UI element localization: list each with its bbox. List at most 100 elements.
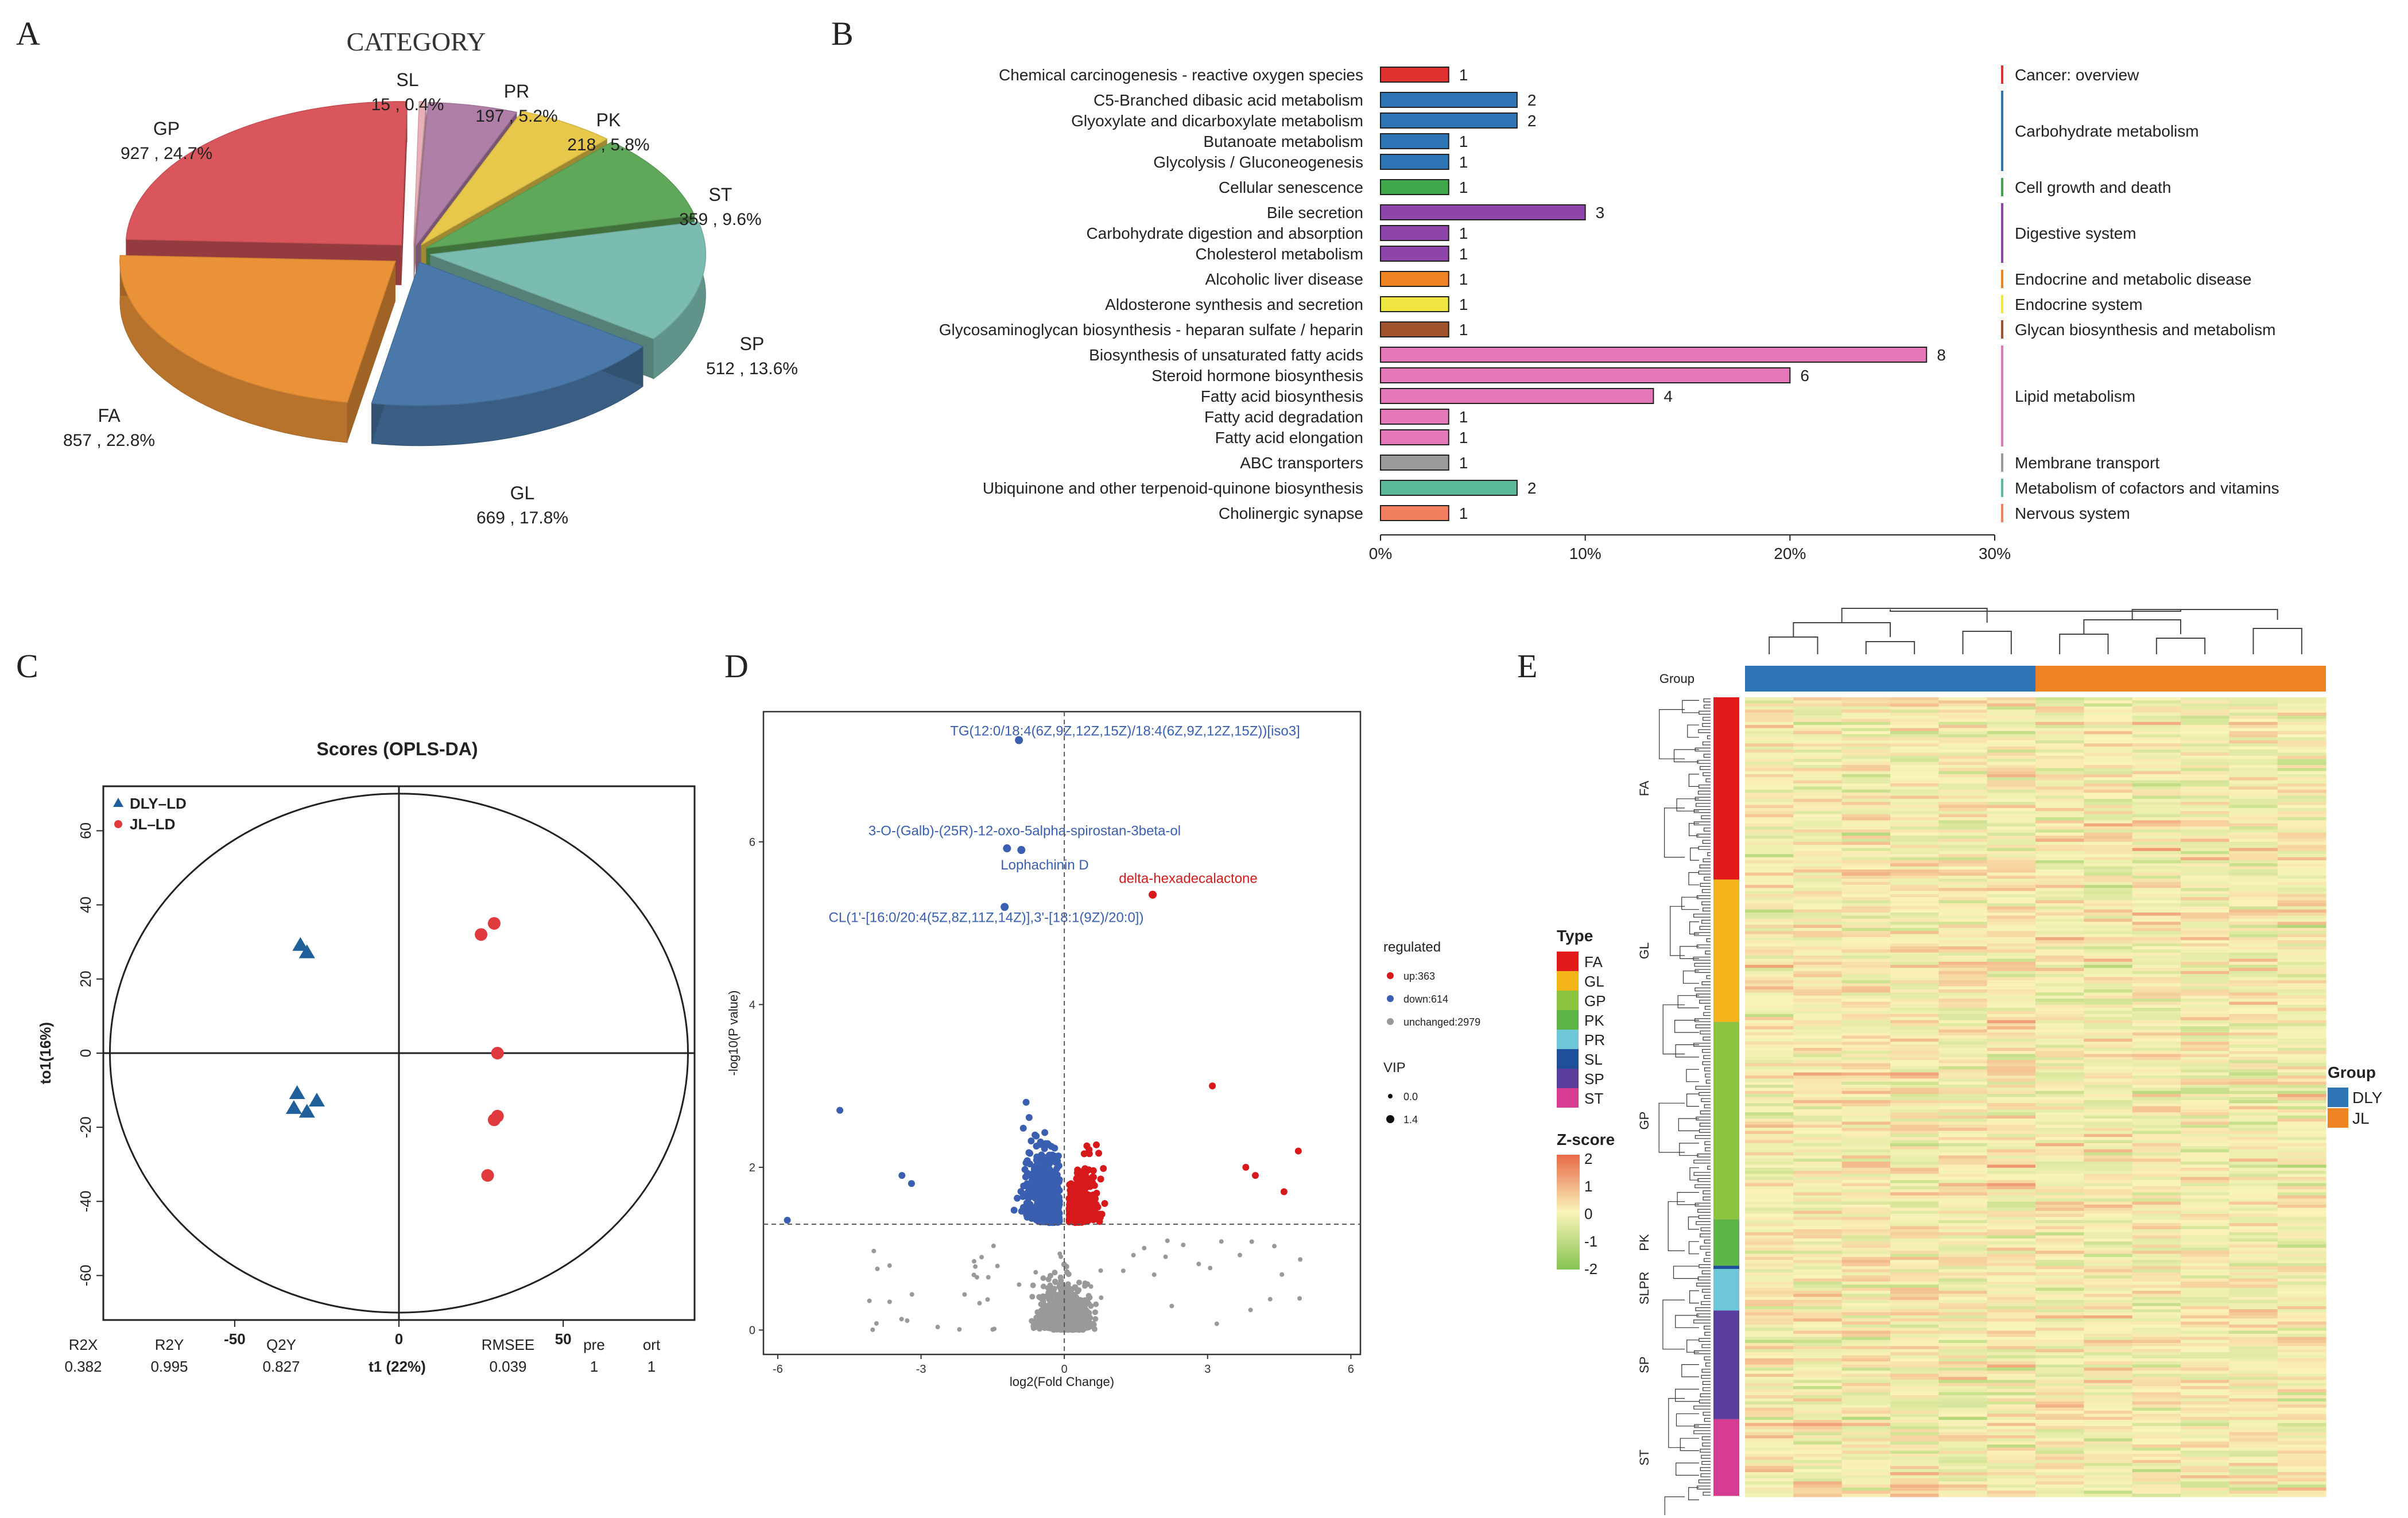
heatmap-cell <box>2278 1411 2326 1414</box>
vip-legend-label: 0.0 <box>1403 1091 1418 1102</box>
heatmap-cell <box>1938 1211 1987 1214</box>
heatmap-cell <box>2278 1150 2326 1153</box>
heatmap-cell <box>1938 1432 1987 1435</box>
pie-value-sl: 15 , 0.4% <box>371 95 444 114</box>
heatmap-cell <box>1793 1254 1842 1257</box>
heatmap-cell <box>2084 1097 2132 1101</box>
heatmap-cell <box>1842 1214 1891 1217</box>
heatmap-cell <box>1890 934 1939 938</box>
heatmap-cell <box>1745 922 1794 925</box>
heatmap-cell <box>1890 1180 1939 1183</box>
heatmap-cell <box>1890 1220 1939 1224</box>
heatmap-cell <box>2132 1193 2181 1196</box>
heatmap-cell <box>1745 1131 1794 1134</box>
heatmap-cell <box>1793 716 1842 719</box>
heatmap-cell <box>2278 996 2326 999</box>
heatmap-cell <box>1793 1005 1842 1008</box>
volcano-point-down <box>1053 1174 1060 1181</box>
heatmap-cell <box>1938 829 1987 833</box>
heatmap-cell <box>1890 1162 1939 1165</box>
heatmap-cell <box>2229 1404 2278 1408</box>
heatmap-cell <box>2084 1371 2132 1374</box>
heatmap-cell <box>2035 1408 2084 1411</box>
pathway-count: 1 <box>1459 429 1468 447</box>
heatmap-cell <box>2229 1226 2278 1230</box>
heatmap-cell <box>2278 1008 2326 1011</box>
heatmap-cell <box>1842 1435 1891 1439</box>
heatmap-cell <box>2132 1017 2181 1020</box>
heatmap-cell <box>1745 1291 1794 1294</box>
heatmap-cell <box>2229 1217 2278 1220</box>
heatmap-cell <box>2229 940 2278 944</box>
heatmap-cell <box>2278 1331 2326 1334</box>
heatmap-cell <box>1987 1358 2036 1362</box>
heatmap-cell <box>1793 1208 1842 1211</box>
heatmap-cell <box>1745 1334 1794 1337</box>
heatmap-cell <box>1987 1162 2036 1165</box>
heatmap-cell <box>2181 1128 2229 1131</box>
heatmap-cell <box>2132 704 2181 707</box>
heatmap-cell <box>1745 1134 1794 1137</box>
heatmap-cell <box>2229 1063 2278 1067</box>
heatmap-cell <box>1890 820 1939 824</box>
heatmap-cell <box>1793 1076 1842 1079</box>
heatmap-cell <box>2278 728 2326 732</box>
heatmap-cell <box>2181 857 2229 861</box>
heatmap-cell <box>1745 1236 1794 1239</box>
heatmap-cell <box>2132 1039 2181 1042</box>
heatmap-cell <box>1842 885 1891 888</box>
heatmap-cell <box>2278 1361 2326 1365</box>
heatmap-cell <box>1745 1189 1794 1193</box>
heatmap-cell <box>2181 906 2229 910</box>
heatmap-cell <box>1745 1377 1794 1380</box>
heatmap-cell <box>1987 980 2036 984</box>
heatmap-cell <box>1987 1097 2036 1101</box>
heatmap-cell <box>1745 1020 1794 1024</box>
heatmap-cell <box>1987 903 2036 907</box>
heatmap-cell <box>1987 934 2036 938</box>
heatmap-cell <box>1745 1208 1794 1211</box>
heatmap-cell <box>2132 1085 2181 1088</box>
heatmap-cell <box>2229 820 2278 824</box>
heatmap-cell <box>2084 1008 2132 1011</box>
heatmap-cell <box>1938 1420 1987 1423</box>
heatmap-cell <box>1890 1140 1939 1144</box>
heatmap-cell <box>1890 795 1939 799</box>
heatmap-cell <box>2181 1361 2229 1365</box>
volcano-xlabel: log2(Fold Change) <box>1010 1375 1114 1389</box>
heatmap-cell <box>1987 817 2036 821</box>
pie-value-st: 359 , 9.6% <box>679 210 761 229</box>
heatmap-cell <box>2229 1162 2278 1165</box>
heatmap-cell <box>1745 1103 1794 1107</box>
heatmap-cell <box>2278 894 2326 898</box>
volcano-point-unchanged <box>1152 1272 1157 1277</box>
heatmap-cell <box>1987 777 2036 781</box>
heatmap-cell <box>1793 1060 1842 1063</box>
heatmap-cell <box>2278 980 2326 984</box>
heatmap-cell <box>2084 863 2132 867</box>
heatmap-cell <box>2278 1417 2326 1420</box>
heatmap-cell <box>2181 1048 2229 1051</box>
heatmap-cell <box>1842 860 1891 864</box>
heatmap-cell <box>2181 719 2229 723</box>
heatmap-cell <box>1793 709 1842 713</box>
heatmap-cell <box>2132 768 2181 771</box>
heatmap-cell <box>1793 1091 1842 1094</box>
heatmap-cell <box>2132 1168 2181 1171</box>
heatmap-cell <box>1793 1340 1842 1344</box>
heatmap-cell <box>1890 1399 1939 1402</box>
heatmap-cell <box>2229 882 2278 885</box>
heatmap-cell <box>2084 897 2132 900</box>
heatmap-cell <box>2084 1435 2132 1439</box>
heatmap-cell <box>1987 1214 2036 1217</box>
heatmap-cell <box>1890 897 1939 900</box>
bar-x-tick-label: 30% <box>1979 545 2011 562</box>
heatmap-cell <box>2181 1435 2229 1439</box>
heatmap-cell <box>2229 1395 2278 1399</box>
heatmap-cell <box>2181 1134 2229 1137</box>
heatmap-cell <box>1745 1042 1794 1045</box>
heatmap-cell <box>1745 1309 1794 1313</box>
heatmap-cell <box>1793 793 1842 796</box>
heatmap-cell <box>1987 811 2036 814</box>
heatmap-cell <box>2181 1315 2229 1319</box>
